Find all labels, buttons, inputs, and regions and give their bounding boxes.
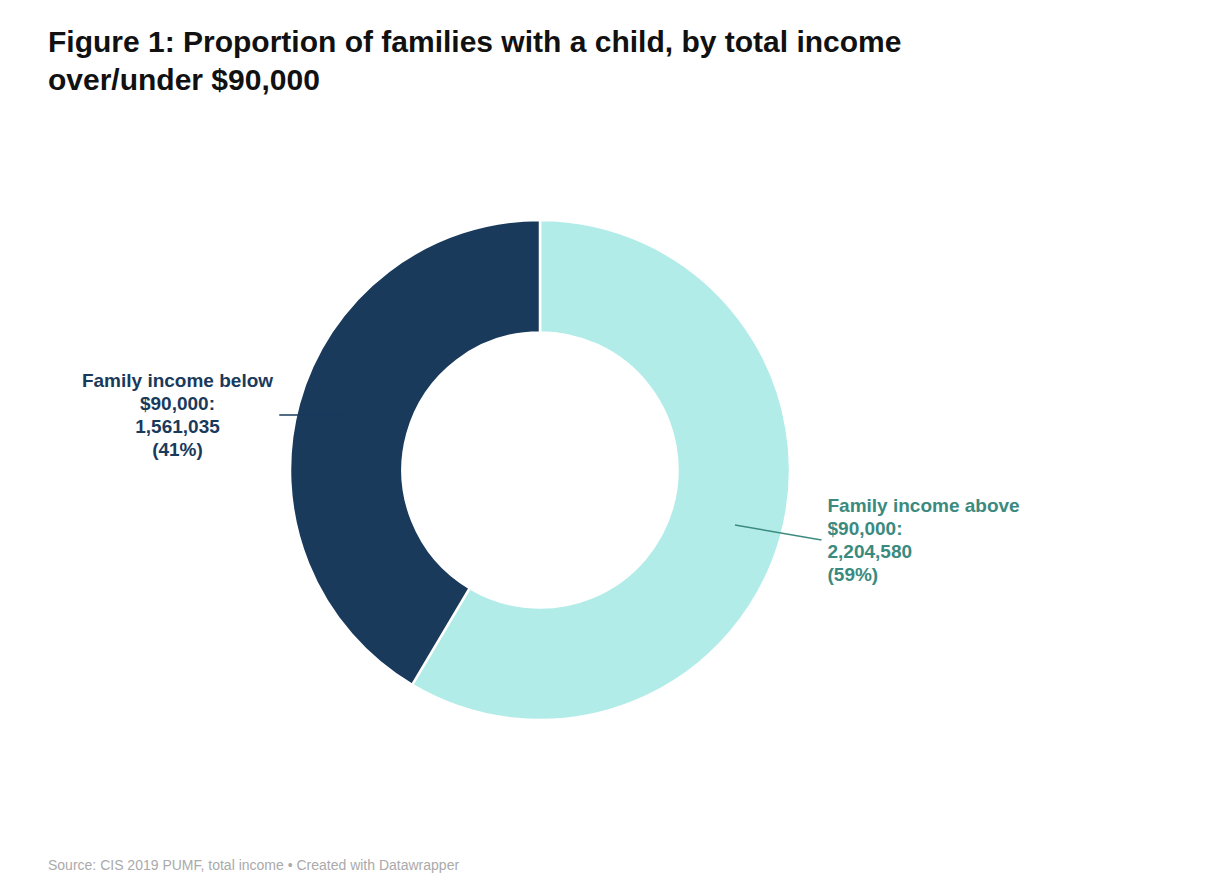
donut [290, 220, 790, 720]
annotation: Family income below$90,000:1,561,035(41%… [82, 370, 273, 459]
chart: Figure 1: Proportion of families with a … [0, 0, 1220, 886]
leader-line [735, 525, 822, 540]
annotation: Family income above$90,000:2,204,580(59%… [828, 495, 1020, 584]
title: Figure 1: Proportion of families with a … [48, 25, 901, 96]
leader-line [279, 414, 345, 416]
slice [290, 220, 540, 685]
source: Source: CIS 2019 PUMF, total income • Cr… [48, 857, 459, 873]
